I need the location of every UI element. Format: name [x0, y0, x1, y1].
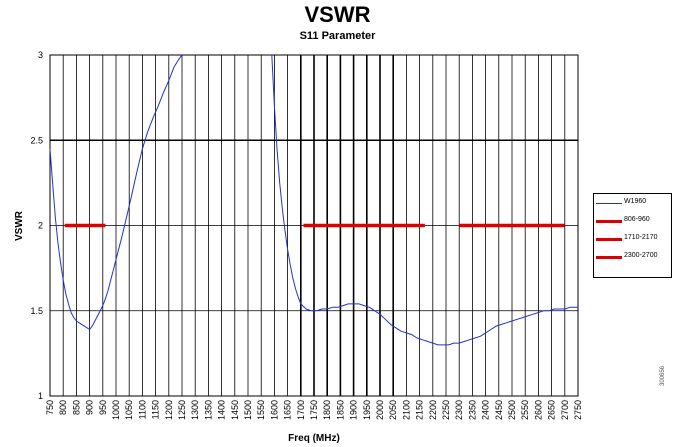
x-tick-label: 2400	[481, 400, 491, 420]
x-tick-label: 850	[71, 400, 81, 415]
x-tick-label: 2550	[520, 400, 530, 420]
legend: W1960 806-960 1710-2170 2300-2700	[593, 193, 672, 278]
x-tick-label: 2700	[560, 400, 570, 420]
y-tick-label: 3	[38, 50, 43, 60]
x-tick-label: 2050	[388, 400, 398, 420]
x-tick-label: 1250	[177, 400, 187, 420]
x-tick-label: 1050	[124, 400, 134, 420]
legend-label: 1710-2170	[624, 234, 658, 241]
chart-subtitle: S11 Parameter	[299, 30, 376, 42]
y-tick-labels: 1 1.5 2 2.5 3	[30, 50, 43, 401]
legend-swatch	[596, 256, 622, 259]
x-axis-label: Freq (MHz)	[288, 433, 340, 444]
x-tick-label: 1600	[269, 400, 279, 420]
x-tick-label: 2750	[573, 400, 583, 420]
x-tick-label: 2250	[441, 400, 451, 420]
x-tick-label: 1300	[190, 400, 200, 420]
x-tick-label: 1150	[151, 400, 161, 419]
legend-label: 806-960	[624, 216, 650, 223]
x-tick-label: 1100	[137, 400, 147, 419]
x-tick-label: 2500	[507, 400, 517, 420]
x-tick-label: 1500	[243, 400, 253, 420]
x-tick-label: 2300	[454, 400, 464, 420]
x-tick-label: 1900	[349, 400, 359, 420]
x-tick-label: 2100	[401, 400, 411, 420]
series-line-w1960-high	[271, 54, 578, 346]
legend-label: W1960	[624, 198, 647, 205]
y-tick-label: 1.5	[30, 306, 43, 316]
x-tick-label: 750	[45, 400, 55, 415]
y-axis-label: VSWR	[14, 210, 25, 241]
x-tick-label: 2150	[415, 400, 425, 420]
legend-item-2300-2700: 2300-2700	[596, 252, 670, 264]
y-tick-label: 1	[38, 391, 43, 401]
x-tick-label: 2000	[375, 400, 385, 420]
x-tick-label: 1350	[203, 400, 213, 420]
figure-id: 300656	[660, 365, 666, 386]
x-tick-label: 2650	[547, 400, 557, 420]
x-tick-labels: 750 800 850 900 950 1000 1050 1100 1150 1200 1250 1…	[45, 400, 583, 420]
x-tick-label: 900	[85, 400, 95, 415]
x-tick-label: 1700	[296, 400, 306, 420]
x-tick-label: 1450	[230, 400, 240, 420]
y-tick-label: 2	[38, 221, 43, 231]
x-tick-label: 1950	[362, 400, 372, 420]
legend-item-806-960: 806-960	[596, 216, 670, 228]
x-tick-label: 1550	[256, 400, 266, 420]
x-tick-label: 1800	[322, 400, 332, 420]
legend-swatch	[596, 220, 622, 223]
x-tick-label: 800	[58, 400, 68, 415]
x-tick-label: 2350	[467, 400, 477, 420]
x-tick-label: 1400	[217, 400, 227, 420]
chart-title: VSWR	[304, 2, 371, 27]
x-tick-label: 1850	[335, 400, 345, 420]
legend-item-1710-2170: 1710-2170	[596, 234, 670, 246]
x-tick-label: 2600	[533, 400, 543, 420]
series-line-w1960-low	[49, 54, 183, 330]
legend-swatch	[596, 203, 622, 204]
x-tick-label: 1200	[164, 400, 174, 420]
legend-item-w1960: W1960	[596, 198, 670, 210]
x-tick-label: 1650	[283, 400, 293, 420]
x-tick-label: 1000	[111, 400, 121, 420]
x-tick-label: 2200	[428, 400, 438, 420]
legend-label: 2300-2700	[624, 252, 658, 259]
x-tick-label: 1750	[309, 400, 319, 420]
x-tick-label: 2450	[494, 400, 504, 420]
y-tick-label: 2.5	[30, 135, 43, 145]
legend-swatch	[596, 238, 622, 241]
x-tick-label: 950	[98, 400, 108, 415]
series-lines	[49, 54, 578, 346]
